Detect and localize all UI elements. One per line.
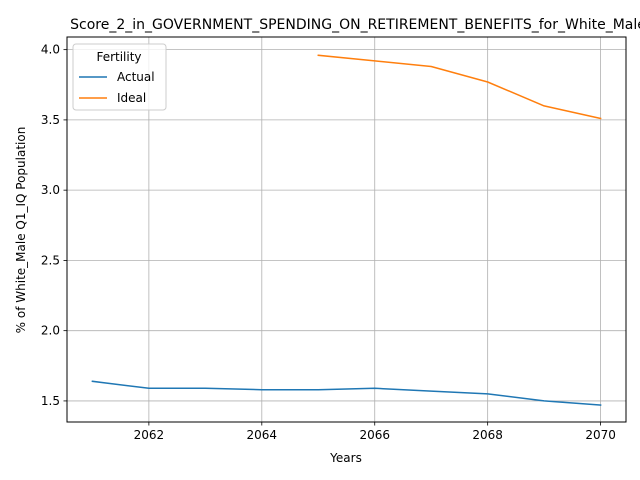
- x-tick-label: 2066: [359, 428, 390, 442]
- x-axis-label: Years: [329, 451, 362, 465]
- axes: 2062 2064 2066 2068 2070 1.5 2.0 2.5 3.0 3.5 4.0: [41, 43, 616, 442]
- chart-title: Score_2_in_GOVERNMENT_SPENDING_ON_RETIRE…: [70, 17, 640, 33]
- legend-box: [72, 43, 167, 111]
- x-tick-label: 2062: [134, 428, 165, 442]
- legend-label-ideal: Ideal: [117, 91, 146, 105]
- y-axis-label: % of White_Male Q1_IQ Population: [14, 127, 28, 334]
- x-tick-label: 2070: [585, 428, 616, 442]
- y-tick-label: 1.5: [41, 394, 60, 408]
- legend-label-actual: Actual: [117, 70, 155, 84]
- y-tick-label: 4.0: [41, 43, 60, 57]
- y-tick-label: 2.0: [41, 324, 60, 338]
- plot-series: [91, 54, 602, 406]
- plot-area-frame: [66, 36, 627, 423]
- x-tick-label: 2064: [247, 428, 278, 442]
- legend-title: Fertility: [96, 50, 141, 64]
- y-tick-label: 2.5: [41, 253, 60, 267]
- x-tick-label: 2068: [472, 428, 503, 442]
- series-line-ideal: [317, 54, 602, 120]
- legend: Fertility Actual Ideal: [72, 43, 167, 111]
- y-tick-label: 3.0: [41, 183, 60, 197]
- series-line-actual: [91, 380, 602, 406]
- y-tick-label: 3.5: [41, 113, 60, 127]
